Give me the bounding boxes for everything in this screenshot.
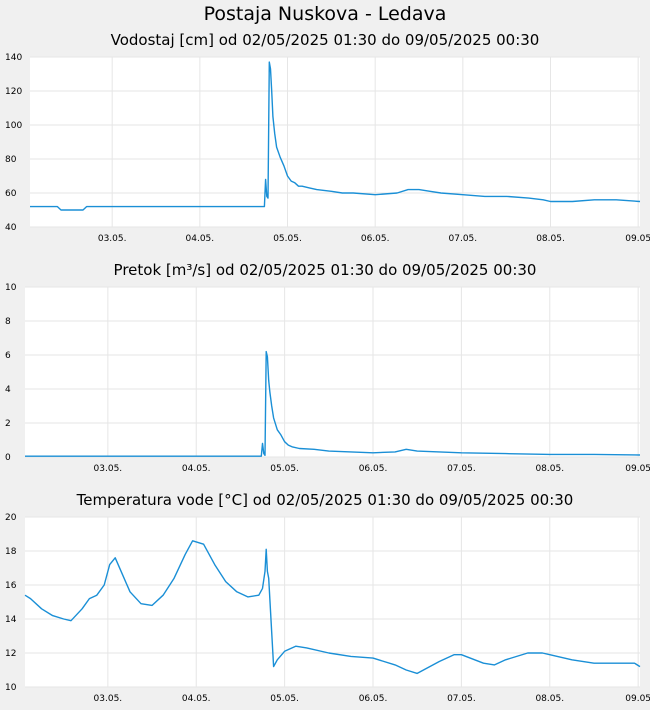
y-tick-label: 8	[5, 317, 11, 327]
series-line	[30, 61, 641, 211]
x-tick-label: 07.05.	[449, 234, 478, 244]
x-tick-label: 04.05.	[182, 694, 211, 704]
discharge-chart: 0 2 4 6 8 10 03.05. 04.05. 05.05. 06.05. 07.05. 08.…	[5, 283, 650, 474]
x-tick-label: 03.05.	[94, 694, 123, 704]
y-tick-label: 10	[5, 283, 17, 293]
x-tick-label: 06.05.	[361, 234, 390, 244]
y-tick-label: 0	[5, 453, 11, 463]
y-tick-label: 4	[5, 385, 11, 395]
y-tick-label: 6	[5, 351, 11, 361]
series-line	[24, 540, 641, 675]
water-level-chart-title: Vodostaj [cm] od 02/05/2025 01:30 do 09/…	[110, 31, 540, 49]
x-tick-label: 07.05.	[447, 694, 476, 704]
x-tick-label: 07.05.	[447, 464, 476, 474]
x-tick-label: 08.05.	[535, 694, 564, 704]
y-tick-label: 60	[5, 189, 17, 199]
water-temperature-chart-title: Temperatura vode [°C] od 02/05/2025 01:3…	[76, 491, 574, 509]
discharge-chart-title: Pretok [m³/s] od 02/05/2025 01:30 do 09/…	[113, 261, 537, 279]
x-tick-label: 09.05	[625, 234, 650, 244]
y-tick-label: 18	[5, 547, 17, 557]
plot-area	[25, 287, 640, 457]
x-tick-label: 05.05.	[270, 694, 299, 704]
x-tick-label: 05.05.	[273, 234, 302, 244]
x-tick-label: 06.05.	[359, 694, 388, 704]
x-tick-label: 08.05.	[535, 464, 564, 474]
x-tick-label: 04.05.	[182, 464, 211, 474]
y-tick-label: 20	[5, 513, 17, 523]
x-tick-label: 05.05.	[270, 464, 299, 474]
x-tick-label: 03.05.	[94, 464, 123, 474]
y-tick-label: 120	[5, 87, 22, 97]
water-level-chart: 40 60 80 100 120 140 03.05. 04.05. 05.05. 06.05. 0…	[5, 53, 650, 244]
x-tick-label: 09.05	[625, 464, 650, 474]
y-tick-label: 100	[5, 121, 22, 131]
water-temperature-chart: 10 12 14 16 18 20 03.05. 04.05. 05.05. 06.05. 07.0…	[5, 513, 650, 704]
x-tick-label: 08.05.	[536, 234, 565, 244]
y-tick-label: 2	[5, 419, 11, 429]
y-tick-label: 140	[5, 53, 22, 63]
x-tick-label: 04.05.	[186, 234, 215, 244]
y-tick-label: 40	[5, 223, 17, 233]
page-title: Postaja Nuskova - Ledava	[203, 3, 447, 25]
y-tick-label: 14	[5, 615, 17, 625]
series-line	[25, 350, 641, 457]
x-tick-label: 09.05	[625, 694, 650, 704]
plot-area	[25, 517, 640, 687]
y-tick-label: 80	[5, 155, 17, 165]
x-tick-label: 03.05.	[98, 234, 127, 244]
y-tick-label: 16	[5, 581, 17, 591]
y-tick-label: 10	[5, 683, 17, 693]
y-tick-label: 12	[5, 649, 16, 659]
x-tick-label: 06.05.	[359, 464, 388, 474]
